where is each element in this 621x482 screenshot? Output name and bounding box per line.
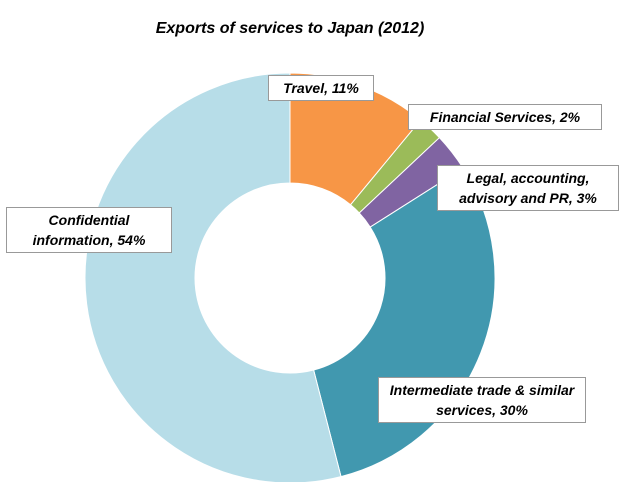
donut-slice (84, 72, 342, 482)
donut-slice (313, 167, 496, 478)
data-label: Confidential information, 54% (6, 207, 172, 253)
data-label: Legal, accounting, advisory and PR, 3% (437, 165, 619, 211)
chart-title: Exports of services to Japan (2012) (155, 20, 425, 37)
data-label: Intermediate trade & similar services, 3… (378, 377, 586, 423)
data-label: Travel, 11% (268, 75, 374, 101)
data-label: Financial Services, 2% (408, 104, 602, 130)
